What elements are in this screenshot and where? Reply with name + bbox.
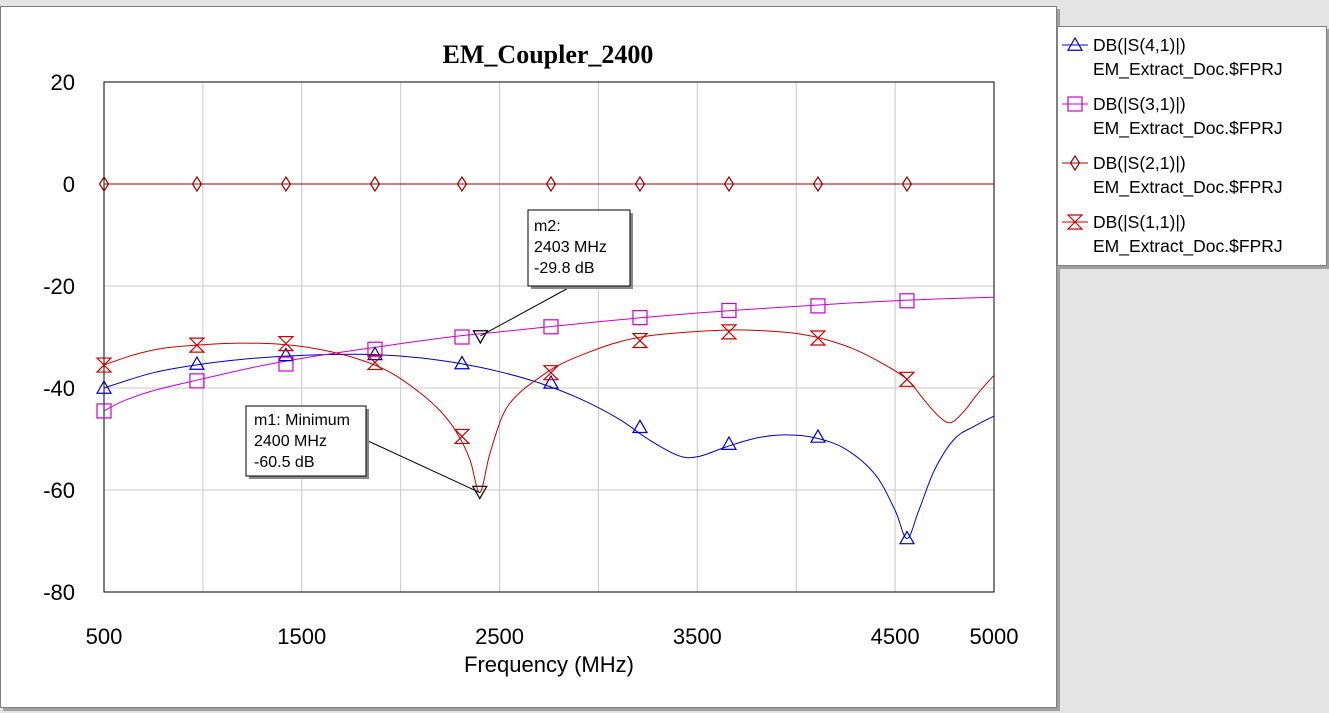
y-tick-label: -40 [43, 376, 75, 401]
series-3-point [456, 175, 468, 193]
x-tick-label: 5000 [970, 624, 1019, 649]
x-tick-labels: 500 1500 2500 3500 4500 5000 [86, 624, 1019, 649]
series-line-2 [103, 296, 995, 412]
legend-window: DB(|S(4,1)|) EM_Extract_Doc.$FPRJ DB(|S(3,… [1057, 26, 1327, 266]
series-2-point [543, 319, 559, 335]
series-3-point [545, 175, 557, 193]
series-3-point [98, 175, 110, 193]
y-tick-label: 0 [63, 172, 75, 197]
series-3-point [369, 175, 381, 193]
series-3-point [191, 175, 203, 193]
legend: DB(|S(4,1)|) EM_Extract_Doc.$FPRJ DB(|S(3,… [1062, 35, 1283, 257]
series-line-1 [103, 353, 995, 540]
series-1-point [720, 435, 738, 450]
series-4-point [366, 354, 384, 371]
marker-m1-text: 2400 MHz [254, 433, 327, 450]
marker-annotations: m1: Minimum 2400 MHz -60.5 dB m2: 2403 MHz -2… [245, 209, 633, 500]
series-2-point [454, 329, 470, 345]
marker-m2-leader [480, 285, 573, 337]
marker-m2-text: -29.8 dB [534, 260, 594, 277]
x-tick-label: 1500 [277, 624, 326, 649]
series-2-point [721, 302, 737, 319]
marker-m2-box [527, 209, 631, 287]
x-axis-label: Frequency (MHz) [464, 652, 634, 677]
series-1-point [898, 530, 916, 545]
legend-entry-source: EM_Extract_Doc.$FPRJ [1093, 118, 1283, 139]
series-3-point [812, 175, 824, 193]
series-4-point [542, 365, 560, 381]
series-4-point [809, 330, 827, 346]
series-4-point [277, 336, 295, 352]
series-2-point [899, 293, 915, 309]
marker-m1-text: -60.5 dB [254, 454, 314, 471]
series-1-point [453, 355, 471, 370]
legend-entry-name: DB(|S(2,1)|) [1093, 153, 1186, 173]
series-1-point [542, 374, 560, 389]
x-tick-label: 4500 [871, 624, 920, 649]
series-2-point [367, 341, 383, 357]
legend-swatch-marker [1066, 36, 1084, 51]
marker-m1-leader [365, 439, 480, 494]
legend-entry-name: DB(|S(3,1)|) [1093, 94, 1186, 114]
series-line-4 [103, 329, 995, 494]
series-4-point [95, 357, 113, 373]
series-2-point [632, 310, 648, 326]
legend-entry-source: EM_Extract_Doc.$FPRJ [1093, 59, 1283, 80]
y-tick-label: -20 [43, 274, 75, 299]
series-2-point [189, 373, 205, 389]
legend-entry-source: EM_Extract_Doc.$FPRJ [1093, 236, 1283, 257]
series-2-point [278, 356, 294, 372]
series-4-point [898, 371, 916, 387]
marker-m1-point [471, 485, 488, 500]
series-1-point [277, 347, 294, 362]
legend-swatch-marker [1066, 214, 1084, 230]
grid [103, 81, 995, 593]
series-markers [95, 175, 916, 545]
series-4-point [631, 332, 649, 349]
series-2-point [810, 298, 826, 314]
series-3-point [634, 175, 646, 193]
legend-swatch-marker [1069, 154, 1081, 172]
marker-m2-text: 2403 MHz [534, 239, 607, 256]
plot-window: EM_Coupler_2400 500 1500 2500 3500 4500 5000 … [0, 6, 1057, 708]
x-tick-label: 3500 [673, 624, 722, 649]
y-tick-label: -60 [43, 478, 75, 503]
marker-m2-point [472, 330, 489, 345]
series-3-point [723, 175, 735, 193]
series-4-point [453, 428, 471, 445]
y-tick-label: 20 [51, 70, 75, 95]
legend-entry-source: EM_Extract_Doc.$FPRJ [1093, 177, 1283, 198]
series-1-point [809, 428, 827, 443]
series-4-point [720, 324, 738, 340]
chart-title: EM_Coupler_2400 [443, 40, 654, 69]
series-3-point [901, 175, 913, 193]
legend-entry-name: DB(|S(4,1)|) [1093, 35, 1186, 55]
marker-m1-text: m1: Minimum [254, 412, 350, 429]
x-tick-label: 2500 [475, 624, 524, 649]
series-4-point [188, 337, 206, 353]
y-tick-labels: 20 0 -20 -40 -60 -80 [43, 70, 75, 605]
legend-swatch-marker [1067, 96, 1083, 112]
series-1-point [188, 355, 205, 370]
marker-m2-text: m2: [534, 218, 561, 235]
series-1-point [95, 379, 113, 394]
marker-m1-box [245, 405, 367, 477]
series-3-point [280, 175, 292, 193]
plot-area-border [103, 81, 995, 593]
x-tick-label: 500 [86, 624, 123, 649]
legend-entry-name: DB(|S(1,1)|) [1093, 212, 1186, 232]
chart: EM_Coupler_2400 500 1500 2500 3500 4500 5000 … [43, 40, 1019, 677]
series-1-point [631, 419, 649, 434]
y-tick-label: -80 [43, 580, 75, 605]
series-2-point [96, 403, 112, 419]
series-1-point [366, 346, 383, 361]
